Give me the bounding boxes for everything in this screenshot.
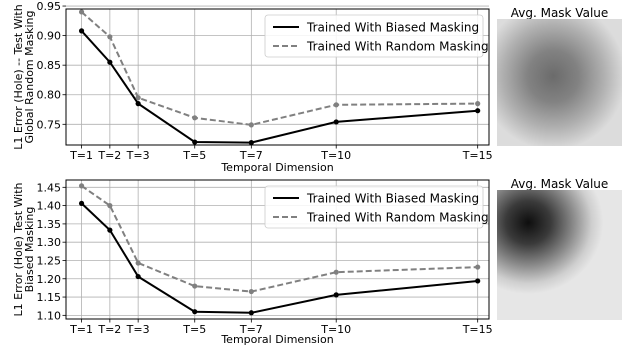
x-axis-label: Temporal Dimension	[220, 161, 333, 174]
data-point	[192, 115, 198, 121]
x-tick-label: T=3	[126, 323, 150, 336]
data-point	[333, 119, 339, 125]
data-point	[475, 101, 481, 107]
x-tick-label: T=5	[182, 149, 206, 162]
data-point	[192, 283, 198, 289]
y-axis-label-line: Global Random Masking	[23, 11, 36, 144]
y-tick-label: 1.15	[37, 291, 62, 304]
x-tick-label: T=10	[320, 323, 351, 336]
data-point	[135, 101, 141, 107]
data-point	[78, 9, 85, 15]
y-axis-label-line: L1 Error (Hole) Test With	[12, 182, 25, 316]
data-point	[192, 139, 198, 145]
legend-box	[264, 185, 484, 229]
y-tick-label: 0.75	[37, 118, 62, 131]
data-point	[333, 102, 339, 108]
x-tick-label: T=10	[320, 149, 351, 162]
y-tick-label: 1.40	[37, 200, 62, 213]
x-tick-label: T=2	[97, 323, 121, 336]
data-point	[192, 309, 198, 315]
data-point	[475, 278, 481, 284]
data-point	[135, 260, 141, 266]
y-tick-label: 0.85	[37, 59, 62, 72]
y-tick-label: 0.80	[37, 89, 62, 102]
axes-frame	[65, 179, 490, 320]
data-point	[107, 227, 113, 233]
data-point	[248, 122, 254, 128]
y-tick-label: 0.90	[37, 30, 62, 43]
y-tick-label: 1.35	[37, 218, 62, 231]
data-point	[107, 203, 113, 209]
data-point	[475, 264, 481, 270]
data-point	[78, 183, 85, 189]
y-tick-label: 1.10	[37, 309, 62, 322]
legend-box	[264, 14, 484, 58]
mask-title-bottom: Avg. Mask Value	[510, 177, 609, 191]
x-tick-label: T=1	[69, 149, 93, 162]
data-point	[135, 95, 141, 101]
mask-title-top: Avg. Mask Value	[510, 6, 609, 20]
x-axis-label: Temporal Dimension	[220, 333, 333, 346]
y-axis-label: L1 Error (Hole) Test WithBiased Masking	[12, 182, 36, 316]
y-tick-label: 1.25	[37, 254, 62, 267]
legend-label: Trained With Biased Masking	[306, 21, 479, 35]
x-tick-label: T=2	[97, 149, 121, 162]
x-tick-label: T=15	[462, 149, 493, 162]
x-tick-label: T=15	[462, 323, 493, 336]
data-point	[248, 140, 254, 146]
data-point	[333, 269, 339, 275]
data-point	[107, 34, 113, 40]
data-point	[107, 59, 113, 65]
y-tick-label: 1.20	[37, 273, 62, 286]
x-tick-label: T=3	[126, 149, 150, 162]
data-point	[78, 28, 85, 34]
y-axis-label-line: Biased Masking	[23, 207, 36, 293]
y-axis-label-line: L1 Error (Hole) -- Test With	[12, 4, 25, 149]
data-point	[333, 292, 339, 298]
data-point	[475, 108, 481, 114]
legend-label: Trained With Random Masking	[306, 40, 489, 54]
avg-mask-heatmap-top	[497, 19, 622, 146]
plot-global-random-masking: T=1 T=2 T=3 T=5 T=7 T=10 T=15 0.75 0.80 0.85 0.90 0…	[12, 0, 493, 174]
x-tick-label: T=7	[239, 149, 263, 162]
x-tick-label: T=5	[182, 323, 206, 336]
y-tick-label: 1.45	[37, 181, 62, 194]
data-point	[248, 310, 254, 316]
legend-label: Trained With Biased Masking	[306, 192, 479, 206]
avg-mask-heatmap-bottom	[497, 190, 622, 320]
x-tick-label: T=7	[239, 323, 263, 336]
data-point	[135, 273, 141, 280]
legend-label: Trained With Random Masking	[306, 211, 489, 225]
y-axis-label: L1 Error (Hole) -- Test WithGlobal Rando…	[12, 4, 36, 149]
data-point	[78, 200, 85, 207]
x-tick-label: T=1	[69, 323, 93, 336]
y-tick-label: 0.95	[37, 0, 62, 13]
axes-frame	[65, 8, 490, 146]
data-point	[248, 288, 254, 295]
y-tick-label: 1.30	[37, 236, 62, 249]
plot-biased-masking: T=1 T=2 T=3 T=5 T=7 T=10 T=15 1.10 1.15 1.20 1.25 1…	[12, 179, 493, 346]
